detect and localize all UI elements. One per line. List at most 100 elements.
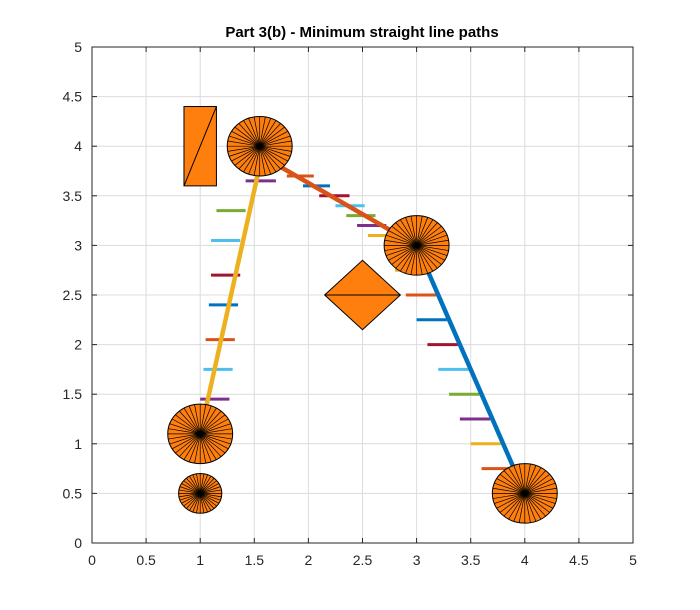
circle-spoke — [524, 493, 556, 504]
circle-spoke — [524, 493, 531, 523]
circle-spoke — [200, 483, 220, 494]
circle-spoke — [524, 464, 531, 494]
circle-spoke — [416, 245, 445, 261]
circle-spoke — [199, 493, 215, 509]
circle-spoke — [199, 493, 208, 513]
circle-spoke — [168, 433, 201, 440]
circle-spoke — [229, 135, 260, 147]
circle-spoke — [524, 467, 542, 494]
circle-spoke — [395, 245, 417, 269]
circle-spoke — [199, 433, 207, 464]
circle-spoke — [410, 245, 417, 275]
x-tick-label: 2 — [305, 552, 313, 568]
circle-spoke — [196, 493, 201, 514]
circle-spoke — [199, 404, 207, 434]
circle-spoke — [171, 418, 201, 435]
circle-spoke — [524, 487, 557, 494]
circle-spoke — [518, 493, 526, 523]
circle-spoke — [186, 493, 201, 509]
circle-spoke — [524, 493, 542, 520]
circle-spoke — [199, 405, 212, 435]
circle-spoke — [416, 245, 429, 274]
circle-spoke — [200, 418, 229, 435]
circle-spoke — [503, 470, 526, 494]
circle-spoke — [416, 230, 445, 246]
circle-spoke — [181, 493, 201, 504]
circle-spoke — [524, 465, 537, 494]
circle-spoke — [231, 145, 260, 162]
circle-spoke — [183, 433, 201, 460]
circle-spoke — [524, 493, 546, 517]
circle-spoke — [524, 493, 537, 522]
circle-spoke — [192, 474, 201, 494]
circle-spoke — [416, 239, 449, 246]
circle-spoke — [524, 482, 556, 494]
circle-spoke — [199, 410, 222, 435]
circle-spoke — [416, 245, 442, 265]
circle-spoke — [416, 234, 448, 246]
circle-spoke — [395, 222, 417, 246]
circle-spoke — [524, 470, 546, 494]
y-tick-label: 2 — [74, 337, 82, 353]
circle-spoke — [178, 489, 201, 494]
circle-spoke — [227, 145, 260, 152]
circle-spoke — [385, 234, 417, 246]
circle-spoke — [259, 146, 272, 175]
circle-spoke — [384, 239, 417, 246]
y-tick-label: 2.5 — [63, 287, 83, 303]
circle-spoke — [229, 145, 260, 157]
circle-spoke — [259, 131, 288, 147]
circle-spoke — [496, 493, 525, 509]
circle-obstacle — [383, 215, 450, 276]
circle-spoke — [391, 245, 417, 265]
circle-spoke — [199, 480, 217, 494]
circle-spoke — [168, 428, 201, 435]
circle-spoke — [259, 146, 277, 173]
circle-spoke — [384, 245, 417, 251]
circle-spoke — [259, 120, 277, 147]
circle-spoke — [199, 493, 217, 507]
circle-spoke — [194, 404, 201, 434]
circle-spoke — [259, 116, 266, 147]
circle-spoke — [416, 245, 438, 269]
circle-spoke — [499, 473, 526, 494]
circle-spoke — [199, 433, 222, 457]
x-tick-label: 4 — [521, 552, 529, 568]
circle-spoke — [259, 126, 285, 147]
tick-layer: 0 0.5 1 1.5 2 2.5 3 3.5 4 4.5 5 0 0.5 1 1.5 2 2.5 3 3.5 4 4.… — [63, 39, 638, 568]
circle-spoke — [259, 123, 281, 147]
circle-spoke — [192, 493, 201, 513]
circle-spoke — [391, 225, 417, 246]
circle-spoke — [179, 433, 201, 457]
rectangle-diagonal — [183, 106, 217, 187]
circle-spoke — [259, 145, 288, 162]
circle-spoke — [234, 145, 260, 166]
x-tick-label: 1.5 — [245, 552, 265, 568]
circle-spoke — [199, 493, 205, 514]
circle-spoke — [416, 245, 449, 251]
x-tick-label: 5 — [629, 552, 637, 568]
circle-spoke — [200, 423, 231, 435]
circle-spoke — [200, 428, 233, 435]
path-segment — [414, 244, 527, 495]
circle-spoke — [200, 433, 231, 445]
y-tick-label: 0.5 — [63, 485, 83, 501]
circle-spoke — [492, 487, 525, 494]
y-tick-label: 0 — [74, 535, 82, 551]
circle-spoke — [200, 493, 220, 504]
y-tick-label: 4 — [74, 138, 82, 154]
circle-spoke — [189, 476, 201, 494]
circle-spoke — [400, 219, 417, 246]
circle-spoke — [253, 146, 261, 176]
circle-spoke — [416, 216, 423, 246]
circle-spoke — [200, 493, 221, 501]
chart-title: Part 3(b) - Minimum straight line paths — [225, 24, 498, 41]
circle-spoke — [259, 145, 285, 166]
y-tick-label: 1.5 — [63, 386, 83, 402]
circle-spoke — [508, 493, 526, 520]
circle-spoke — [494, 493, 525, 504]
x-tick-label: 3.5 — [461, 552, 481, 568]
circle-spoke — [234, 126, 260, 147]
circle-spoke — [410, 216, 417, 246]
